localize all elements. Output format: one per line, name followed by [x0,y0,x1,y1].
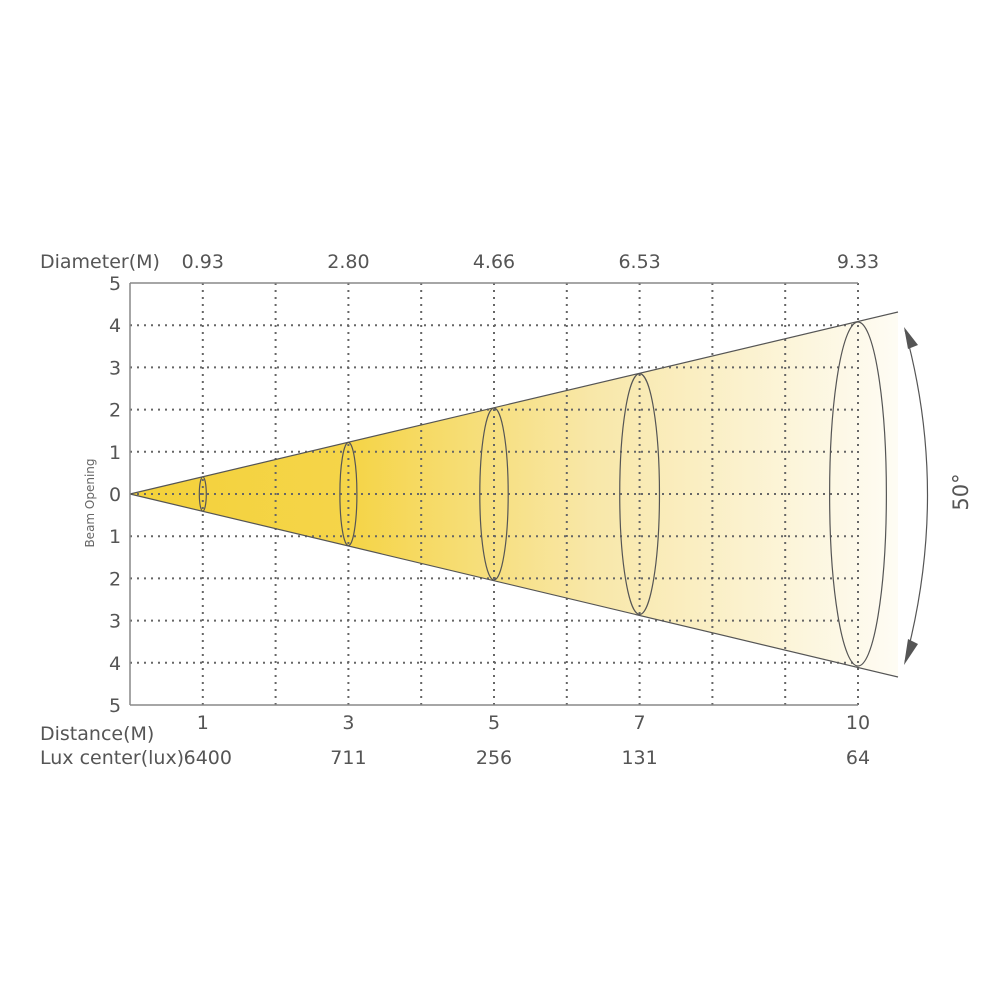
y-tick-label: 3 [109,357,121,379]
beam-cone [130,312,898,677]
diameter-value: 0.93 [182,251,224,273]
distance-label: Distance(M) [40,723,154,745]
beam-angle-label: 50° [949,473,973,510]
y-tick-label: 0 [109,484,121,506]
lux-label: Lux center(lux) [40,747,184,769]
lux-value: 131 [621,747,657,769]
y-axis-label: Beam Opening [83,458,97,547]
beam-section-ellipse [198,476,207,512]
diameter-value: 4.66 [473,251,515,273]
y-tick-label: 2 [109,568,121,590]
lux-value: 256 [476,747,512,769]
grid-overlay [130,283,859,705]
y-tick-label: 5 [109,695,121,717]
distance-value: 7 [634,712,646,734]
y-tick-label: 4 [109,653,121,675]
beam-section-ellipse [339,441,358,547]
y-tick-label: 1 [109,442,121,464]
diameter-value: 9.33 [837,251,879,273]
beam-section-ellipse [479,407,509,581]
lux-value: 6400 [184,747,232,769]
y-tick-label: 1 [109,526,121,548]
beam-section-ellipse [619,373,661,616]
beam-angle-arc [904,329,929,663]
lux-value: 711 [330,747,366,769]
distance-value: 3 [342,712,354,734]
lux-value: 64 [846,747,870,769]
beam-edge-upper [129,311,899,495]
diameter-label: Diameter(M) [40,251,160,273]
distance-value: 10 [846,712,870,734]
distance-value: 1 [197,712,209,734]
diameter-value: 6.53 [618,251,660,273]
beam-edge-lower [129,493,899,678]
y-tick-label: 2 [109,400,121,422]
beam-section-ellipse [829,321,887,667]
distance-value: 5 [488,712,500,734]
arrow-up-icon [904,327,918,349]
y-tick-label: 3 [109,611,121,633]
y-tick-label: 4 [109,315,121,337]
arrow-down-icon [904,639,918,665]
y-tick-label: 5 [109,273,121,295]
diameter-value: 2.80 [327,251,369,273]
